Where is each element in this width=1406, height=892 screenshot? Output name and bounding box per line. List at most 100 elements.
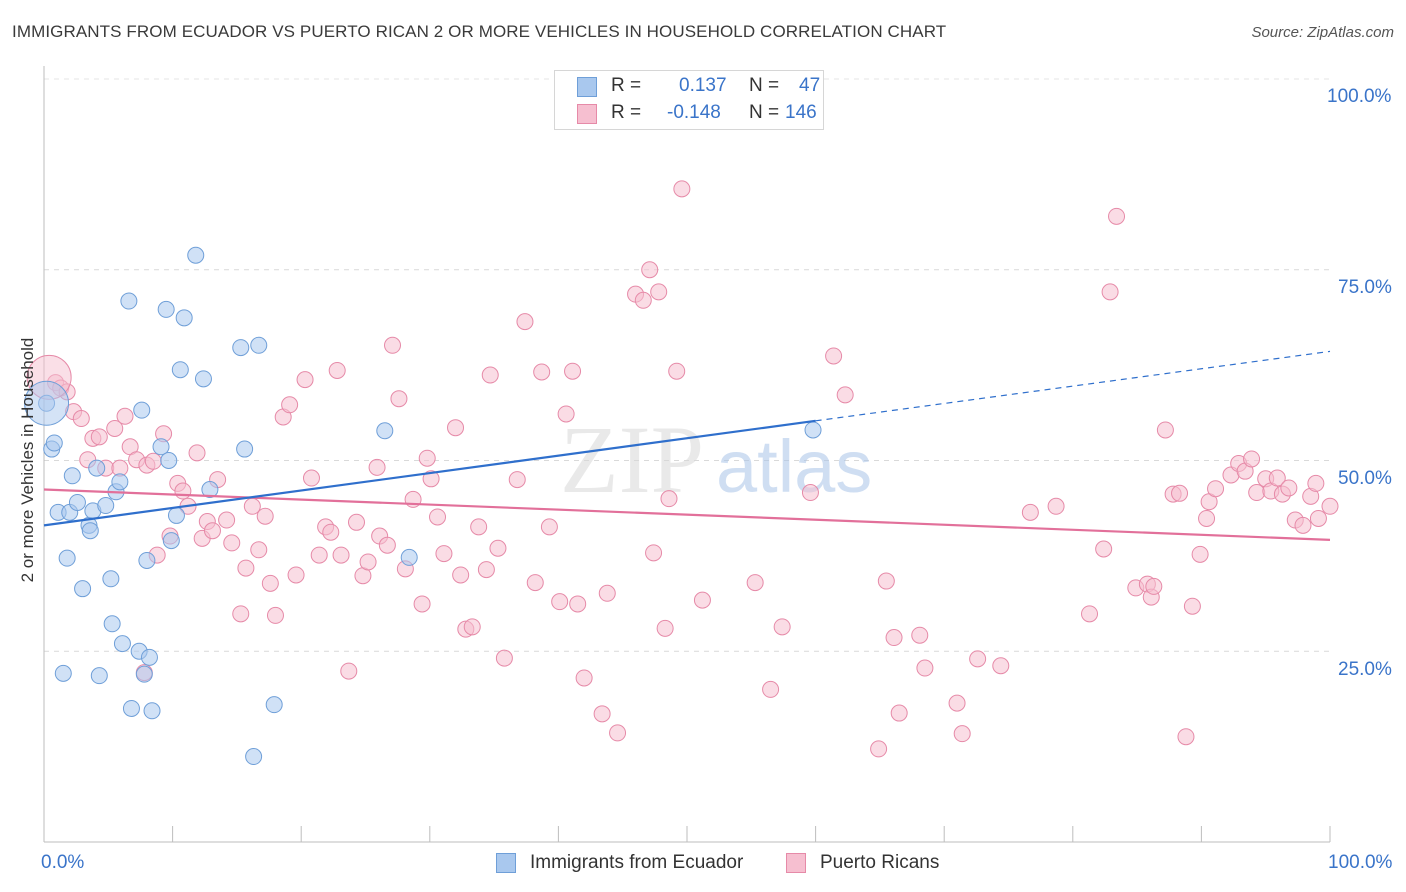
- puerto-ricans-point-63: [447, 419, 465, 437]
- ecuador-point-7: [63, 467, 81, 485]
- watermark-atlas: atlas: [716, 425, 872, 508]
- legend-swatch-ecuador: [577, 77, 597, 97]
- puerto-ricans-point-9: [106, 419, 124, 437]
- puerto-ricans-point-121: [1156, 421, 1174, 439]
- axes: [43, 66, 1331, 843]
- series-immigrants-from-ecuador: [24, 246, 822, 766]
- ecuador-point-11: [81, 522, 99, 540]
- puerto-ricans-point-72: [508, 471, 526, 489]
- ecuador-point-2: [45, 434, 63, 452]
- puerto-ricans-point-108: [953, 725, 971, 743]
- puerto-ricans-point-95: [746, 574, 764, 592]
- puerto-ricans-point-111: [1021, 503, 1039, 521]
- puerto-ricans-point-54: [384, 336, 402, 354]
- chart-title: IMMIGRANTS FROM ECUADOR VS PUERTO RICAN …: [12, 22, 947, 41]
- puerto-ricans-point-134: [1248, 484, 1266, 502]
- puerto-ricans-point-35: [261, 574, 279, 592]
- puerto-ricans-point-7: [90, 428, 108, 446]
- puerto-ricans-point-33: [250, 541, 268, 559]
- puerto-ricans-point-115: [1101, 283, 1119, 301]
- puerto-ricans-point-84: [609, 724, 627, 742]
- puerto-ricans-point-88: [645, 544, 663, 562]
- ecuador-point-29: [152, 438, 170, 456]
- puerto-ricans-point-68: [477, 561, 495, 579]
- puerto-ricans-point-40: [296, 371, 314, 389]
- puerto-ricans-point-58: [413, 595, 431, 613]
- bottom-legend-label-ecuador: Immigrants from Ecuador: [530, 852, 744, 873]
- puerto-ricans-point-100: [836, 386, 854, 404]
- ecuador-point-21: [120, 292, 138, 310]
- puerto-ricans-point-112: [1047, 497, 1065, 515]
- puerto-ricans-point-67: [470, 518, 488, 536]
- puerto-ricans-point-38: [281, 396, 299, 414]
- ecuador-point-39: [232, 339, 250, 357]
- ecuador-point-32: [162, 532, 180, 550]
- legend-n-value: 146: [785, 102, 817, 123]
- ecuador-point-28: [143, 702, 161, 720]
- puerto-ricans-point-48: [347, 513, 365, 531]
- trend-line-ecuador: [43, 419, 816, 527]
- puerto-ricans-point-61: [429, 508, 447, 526]
- y-tick-label-50: 50.0%: [1338, 468, 1392, 489]
- puerto-ricans-point-97: [773, 618, 791, 636]
- ecuador-point-38: [201, 480, 219, 498]
- ecuador-point-26: [138, 551, 156, 569]
- x-tick-label-max: 100.0%: [1328, 852, 1393, 873]
- puerto-ricans-point-79: [564, 362, 582, 380]
- puerto-ricans-point-87: [641, 261, 659, 279]
- ecuador-point-8: [68, 493, 86, 511]
- puerto-ricans-point-77: [551, 593, 569, 611]
- puerto-ricans-point-106: [916, 659, 934, 677]
- puerto-ricans-point-93: [673, 180, 691, 198]
- puerto-ricans-point-86: [634, 291, 652, 309]
- ecuador-point-37: [194, 370, 212, 388]
- ecuador-point-44: [376, 422, 394, 440]
- puerto-ricans-point-89: [650, 283, 668, 301]
- puerto-ricans-point-129: [1207, 480, 1225, 498]
- bottom-legend-label-puerto-ricans: Puerto Ricans: [820, 852, 940, 873]
- puerto-ricans-point-143: [1307, 474, 1325, 492]
- ecuador-point-25: [135, 665, 153, 683]
- puerto-ricans-point-124: [1177, 728, 1195, 746]
- ecuador-point-17: [103, 615, 121, 633]
- puerto-ricans-point-46: [332, 546, 350, 564]
- puerto-ricans-point-55: [390, 390, 408, 408]
- puerto-ricans-point-31: [237, 559, 255, 577]
- puerto-ricans-point-96: [762, 680, 780, 698]
- puerto-ricans-point-16: [144, 452, 162, 470]
- puerto-ricans-point-102: [877, 572, 895, 590]
- puerto-ricans-point-39: [287, 566, 305, 584]
- ecuador-point-13: [88, 459, 106, 477]
- ecuador-point-4: [54, 664, 72, 682]
- ecuador-point-19: [111, 473, 129, 491]
- puerto-ricans-point-53: [378, 536, 396, 554]
- ecuador-point-45: [400, 548, 418, 566]
- ecuador-point-24: [133, 401, 151, 419]
- trend-line-puerto-ricans: [43, 488, 1331, 541]
- puerto-ricans-point-51: [368, 458, 386, 476]
- ecuador-point-9: [74, 580, 92, 598]
- ecuador-point-30: [157, 300, 175, 318]
- ecuador-point-41: [245, 748, 263, 766]
- ecuador-point-5: [58, 549, 76, 567]
- ecuador-point-14: [90, 667, 108, 685]
- puerto-ricans-point-110: [992, 657, 1010, 675]
- puerto-ricans-point-92: [668, 362, 686, 380]
- puerto-ricans-point-91: [660, 490, 678, 508]
- puerto-ricans-point-98: [801, 484, 819, 502]
- puerto-ricans-point-78: [557, 405, 575, 423]
- puerto-ricans-point-101: [870, 740, 888, 758]
- puerto-ricans-point-21: [174, 482, 192, 500]
- puerto-ricans-point-4: [72, 410, 90, 428]
- puerto-ricans-point-59: [418, 449, 436, 467]
- puerto-ricans-point-114: [1095, 540, 1113, 558]
- puerto-ricans-point-34: [256, 507, 274, 525]
- puerto-ricans-point-69: [481, 366, 499, 384]
- puerto-ricans-point-42: [310, 546, 328, 564]
- puerto-ricans-point-26: [203, 522, 221, 540]
- puerto-ricans-point-125: [1183, 597, 1201, 615]
- ecuador-point-46: [804, 421, 822, 439]
- ecuador-point-22: [122, 699, 140, 717]
- ecuador-point-34: [171, 361, 189, 379]
